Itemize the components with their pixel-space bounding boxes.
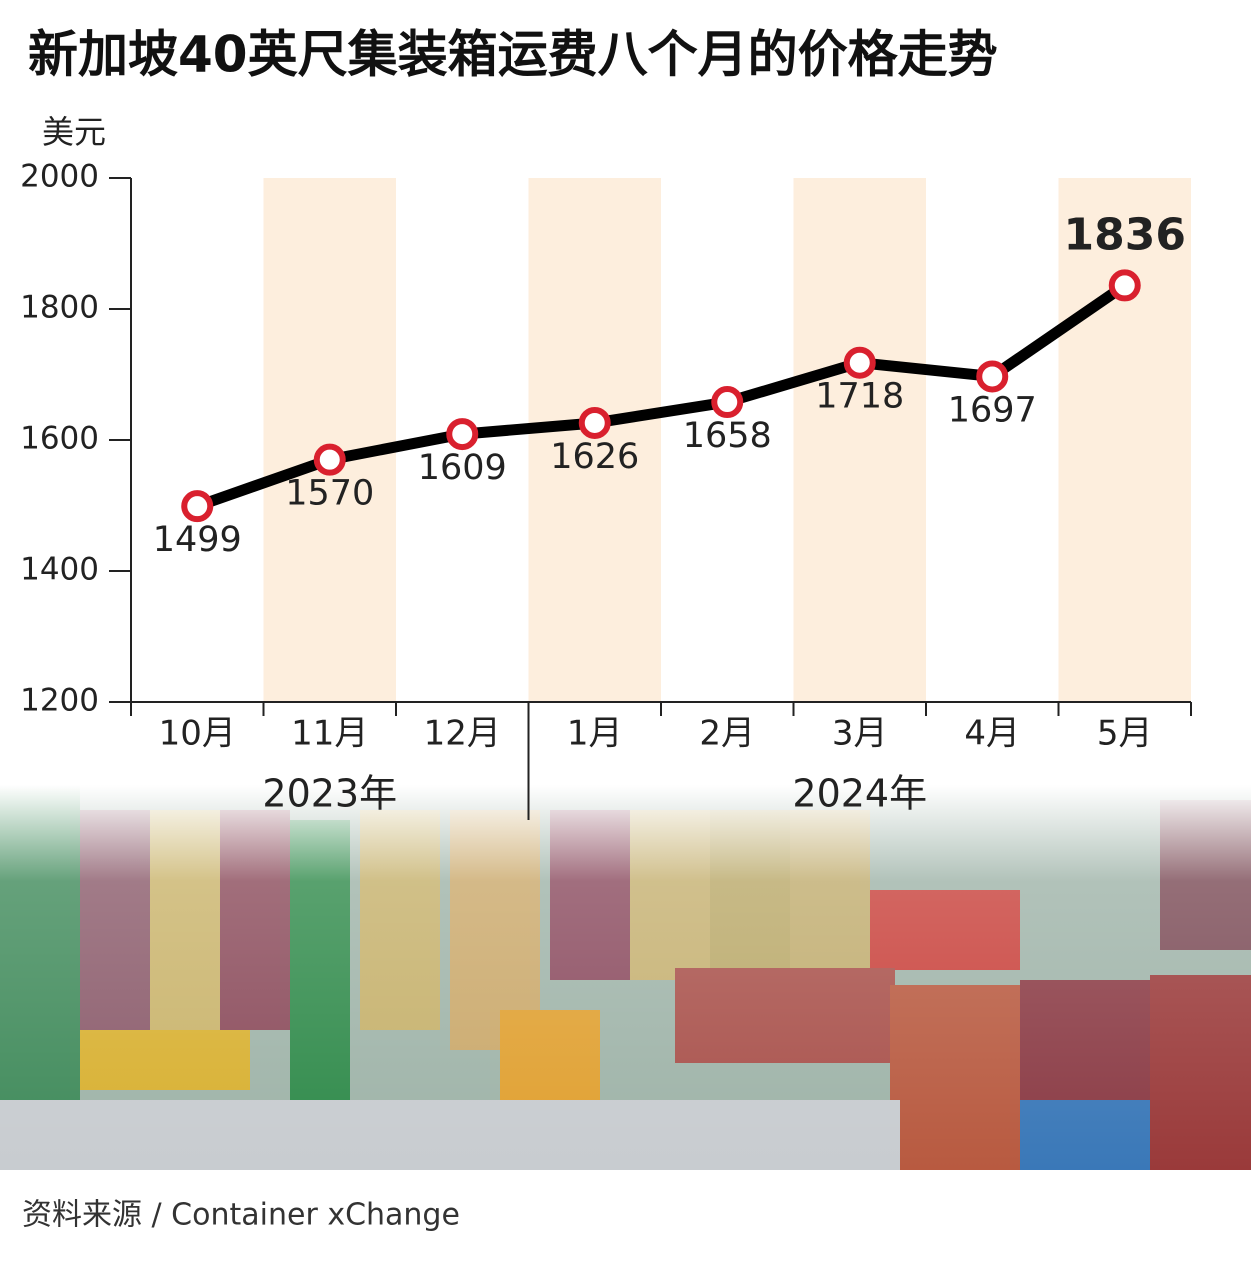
data-label: 1658	[683, 416, 772, 456]
plot: 1200 1400 1600 1800 2000 10月 11月 12月 1月 2月 3月 4月 5月 2…	[20, 159, 1192, 820]
y-tick-label: 1800	[20, 290, 99, 326]
y-tick-label: 1400	[20, 552, 99, 588]
y-tick-label: 1200	[20, 683, 99, 719]
line	[195, 280, 1128, 512]
band-shade	[528, 178, 661, 702]
chart-title: 新加坡40英尺集装箱运费八个月的价格走势	[28, 26, 998, 84]
year-label: 2024年	[792, 772, 927, 816]
marker	[446, 418, 479, 451]
y-tick-label: 1600	[20, 421, 99, 457]
marker	[843, 346, 876, 379]
band-shade	[263, 178, 396, 702]
x-tick-label: 4月	[964, 714, 1020, 754]
marker	[313, 443, 346, 476]
x-tick-label: 1月	[567, 714, 623, 754]
data-label: 1609	[418, 448, 507, 488]
y-axis-label: 美元	[42, 113, 106, 151]
y-tick-label: 2000	[20, 159, 99, 195]
photo	[0, 785, 1251, 1170]
x-tick-label: 3月	[832, 714, 888, 754]
x-tick-label: 10月	[159, 714, 236, 754]
data-label: 1499	[153, 520, 242, 560]
marker	[181, 490, 214, 523]
band-shade	[793, 178, 926, 702]
data-label: 1626	[550, 437, 639, 477]
x-tick-label: 11月	[291, 714, 368, 754]
marker	[1108, 269, 1141, 302]
marker	[578, 406, 611, 439]
data-label: 1570	[285, 474, 374, 514]
marker	[976, 360, 1009, 393]
data-label: 1718	[815, 377, 904, 417]
marker	[711, 386, 744, 419]
x-tick-label: 2月	[699, 714, 755, 754]
source: 资料来源 / Container xChange	[22, 1198, 460, 1233]
x-tick-label: 12月	[424, 714, 501, 754]
data-label: 1836	[1064, 209, 1186, 260]
year-label: 2023年	[262, 772, 397, 816]
x-tick-label: 5月	[1097, 714, 1153, 754]
band-shade	[1058, 178, 1191, 702]
data-label: 1697	[948, 390, 1037, 430]
